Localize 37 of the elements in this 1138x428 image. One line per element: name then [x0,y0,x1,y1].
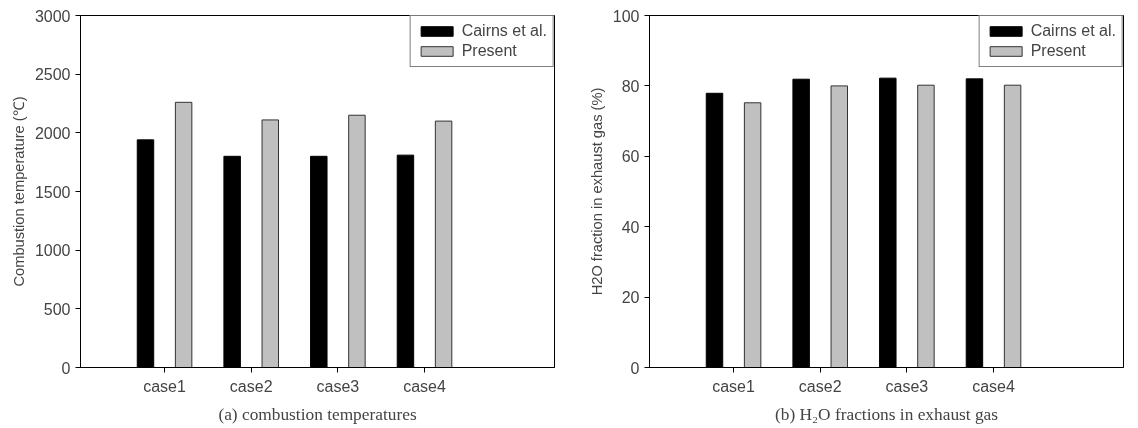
text: (b) H₂O fractions in exhaust gas [774,404,999,424]
legend-label: Cairns et al. [1030,22,1116,40]
x-tick-label: case1 [143,377,186,395]
legend-label: Present [1030,42,1086,60]
bar [348,114,366,368]
y-tick-label: 1500 [34,183,71,201]
y-tick-label: 0 [61,359,71,377]
bar [830,85,849,368]
x-tick-label: case3 [885,377,929,395]
x-tick-label: case2 [229,377,273,395]
bar [743,102,762,368]
bar [434,120,453,368]
y-axis-title: H2O fraction in exhaust gas (%) [588,87,605,296]
y-tick-label: 80 [621,77,640,95]
legend-label: Cairns et al. [461,22,547,40]
y-tick-label: 20 [621,289,640,307]
bar [917,84,935,368]
y-tick-label: 500 [43,300,71,318]
y-tick-label: 1000 [34,242,71,260]
y-tick-label: 40 [621,218,640,236]
y-tick-label: 3000 [34,7,71,25]
x-tick-label: case2 [798,377,842,395]
x-tick-label: case4 [403,377,446,395]
y-tick-label: 60 [621,148,640,166]
bar [174,101,193,368]
x-tick-label: case1 [712,377,755,395]
y-tick-label: 2000 [34,124,71,142]
y-tick-label: 0 [630,359,640,377]
bar [1003,84,1022,368]
x-tick-label: case4 [972,377,1015,395]
text: (a) combustion temperatures [218,404,417,424]
legend-label: Present [461,42,517,60]
y-tick-label: 100 [612,7,640,25]
bar [261,119,280,368]
x-tick-label: case3 [316,377,360,395]
y-axis-title: Combustion temperature (℃) [10,96,27,287]
y-tick-label: 2500 [34,66,71,84]
